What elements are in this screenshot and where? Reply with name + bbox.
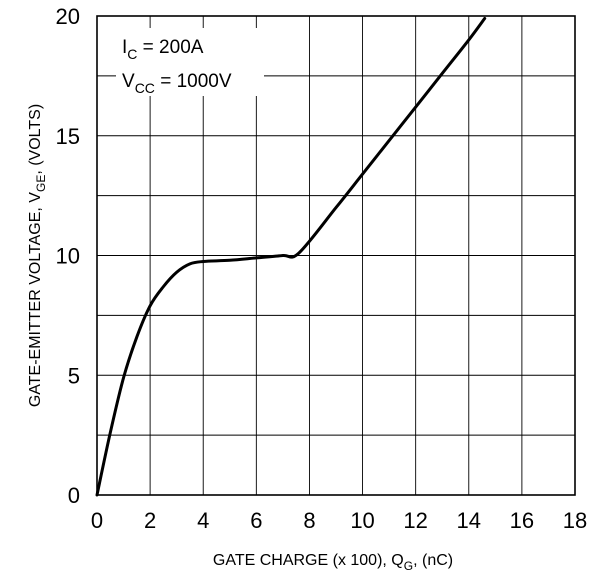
y-tick-label-4: 20 xyxy=(56,4,80,29)
x-tick-label-4: 8 xyxy=(303,508,315,533)
grid xyxy=(96,15,576,496)
y-tick-label-2: 10 xyxy=(56,244,80,269)
plot-frame xyxy=(96,15,576,496)
y-tick-label-0: 0 xyxy=(68,483,80,508)
x-tick-label-1: 2 xyxy=(144,508,156,533)
tick-labels: 0 2 4 6 8 10 12 14 16 18 0 5 10 15 20 xyxy=(56,4,588,533)
x-tick-label-5: 10 xyxy=(350,508,374,533)
y-tick-label-1: 5 xyxy=(68,363,80,388)
annotations: IC = 200A VCC = 1000V xyxy=(116,28,264,96)
axis-labels: GATE CHARGE (x 100), QG, (nC) GATE-EMITTE… xyxy=(27,104,453,573)
x-tick-label-2: 4 xyxy=(197,508,209,533)
x-axis-label: GATE CHARGE (x 100), QG, (nC) xyxy=(213,552,453,573)
x-tick-label-9: 18 xyxy=(563,508,587,533)
x-tick-label-0: 0 xyxy=(91,508,103,533)
x-tick-label-3: 6 xyxy=(250,508,262,533)
x-tick-label-7: 14 xyxy=(457,508,481,533)
series-line-0 xyxy=(95,16,487,497)
annotation-0: IC = 200A xyxy=(122,37,204,62)
curve-layer xyxy=(95,16,487,497)
annotation-box xyxy=(116,28,264,96)
y-axis-label: GATE-EMITTER VOLTAGE, VGE, (VOLTS) xyxy=(27,104,48,407)
y-tick-label-3: 15 xyxy=(56,124,80,149)
x-tick-label-6: 12 xyxy=(403,508,427,533)
annotation-1: VCC = 1000V xyxy=(122,71,232,96)
x-tick-label-8: 16 xyxy=(510,508,534,533)
